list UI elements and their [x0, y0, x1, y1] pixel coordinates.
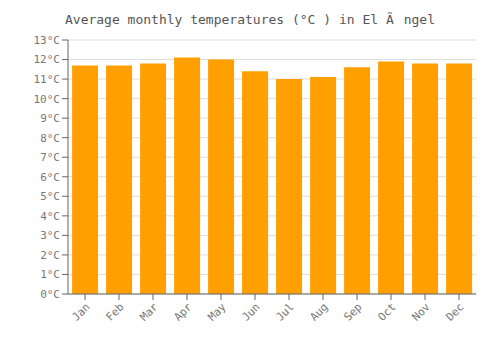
svg-text:5°C: 5°C: [40, 190, 60, 203]
svg-text:8°C: 8°C: [40, 132, 60, 145]
svg-text:6°C: 6°C: [40, 171, 60, 184]
svg-text:1°C: 1°C: [40, 268, 60, 281]
svg-text:Mar: Mar: [137, 300, 161, 324]
html-text:Average monthly temperatures (: Average monthly temperatures (°C ) in El…: [65, 12, 435, 27]
svg-text:10°C: 10°C: [34, 93, 61, 106]
svg-text:Jul: Jul: [273, 300, 296, 323]
svg-text:Jun: Jun: [239, 300, 262, 323]
svg-text:7°C: 7°C: [40, 151, 60, 164]
svg-text:Dec: Dec: [443, 300, 466, 323]
svg-text:3°C: 3°C: [40, 229, 60, 242]
svg-text:2°C: 2°C: [40, 249, 60, 262]
svg-text:0°C: 0°C: [40, 288, 60, 301]
svg-text:Aug: Aug: [307, 300, 330, 323]
svg-text:Apr: Apr: [171, 300, 195, 324]
svg-text:Feb: Feb: [103, 300, 126, 323]
svg-text:Nov: Nov: [409, 300, 433, 324]
svg-text:4°C: 4°C: [40, 210, 60, 223]
svg-text:11°C: 11°C: [34, 73, 61, 86]
svg-text:Sep: Sep: [341, 300, 364, 323]
svg-text:9°C: 9°C: [40, 112, 60, 125]
svg-text:12°C: 12°C: [34, 53, 61, 66]
svg-text:May: May: [205, 300, 229, 324]
svg-text:Oct: Oct: [375, 300, 398, 323]
svg-text:13°C: 13°C: [34, 34, 61, 47]
svg-text:Jan: Jan: [69, 300, 92, 323]
